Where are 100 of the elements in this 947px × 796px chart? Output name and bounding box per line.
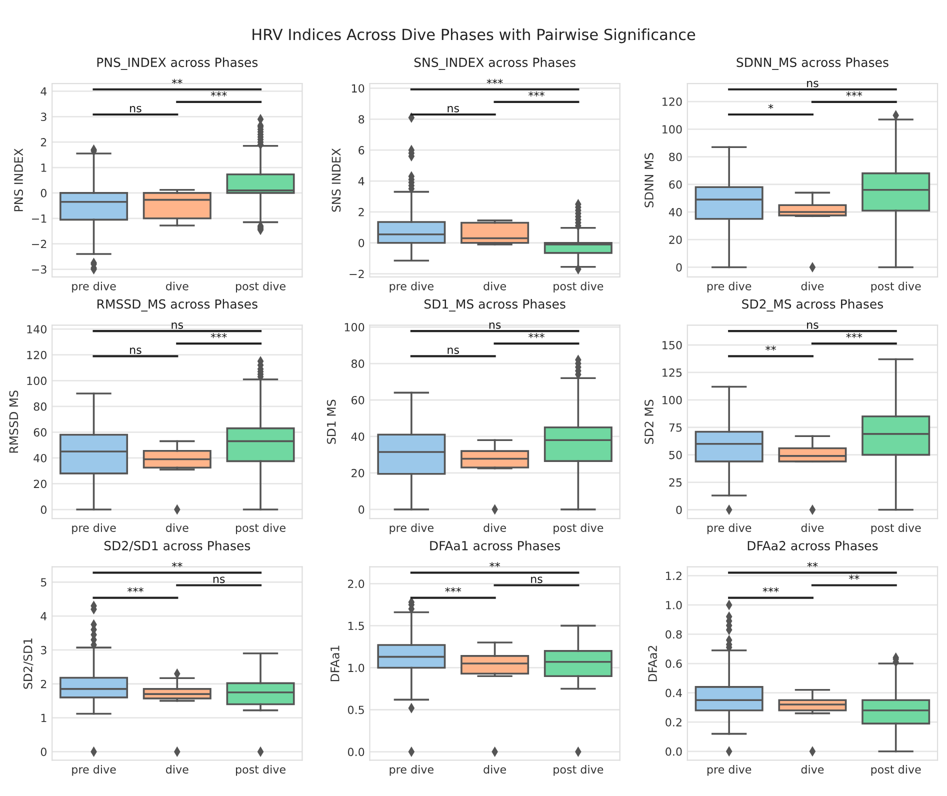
y-axis-title: RMSSD MS <box>9 390 18 453</box>
annotation: *** <box>210 91 227 96</box>
x-tick-label: post dive <box>871 282 921 293</box>
x-tick-label: dive <box>484 765 506 774</box>
y-tick-label: 100 <box>27 376 46 386</box>
y-tick-label: 0.2 <box>666 718 682 726</box>
x-tick-label: post dive <box>871 765 921 776</box>
x-tick-label: pre dive <box>707 282 752 293</box>
y-tick-label: 3 <box>41 646 46 654</box>
y-tick-label: 5 <box>41 578 46 587</box>
annotation: ** <box>807 562 818 568</box>
chart-title: SD2_MS across Phases <box>742 299 884 312</box>
annotation: ** <box>172 562 182 568</box>
y-tick-label: 0 <box>676 506 682 514</box>
y-tick-label: 80 <box>669 152 682 162</box>
x-tick-label: post dive <box>871 523 921 534</box>
annotation: *** <box>127 587 144 592</box>
annotation: ns <box>531 576 542 584</box>
annotation: ** <box>490 562 500 568</box>
x-tick-label: dive <box>801 282 824 290</box>
y-tick-label: 60 <box>352 396 364 404</box>
x-tick-label: pre dive <box>72 282 116 293</box>
annotation: ns <box>807 322 818 329</box>
annotation: *** <box>528 91 544 96</box>
annotation: *** <box>528 333 544 338</box>
annotation: ** <box>766 346 776 351</box>
y-tick-label: 0.5 <box>348 706 364 714</box>
y-tick-label: 1.0 <box>666 600 682 610</box>
annotation: ** <box>848 574 860 580</box>
y-tick-label: −2 <box>350 270 364 278</box>
y-axis-title: SD2/SD1 <box>23 638 34 689</box>
chart-title: SNS_INDEX across Phases <box>414 57 576 70</box>
y-tick-label: 0 <box>40 748 46 756</box>
annotation: ns <box>172 322 184 329</box>
y-tick-label: 75 <box>669 423 682 432</box>
y-tick-label: 60 <box>669 180 682 189</box>
x-tick-label: post dive <box>554 765 604 776</box>
y-tick-label: −1 <box>32 214 46 223</box>
y-tick-label: 1.5 <box>348 622 364 630</box>
chart-title: RMSSD_MS across Phases <box>97 299 258 312</box>
y-tick-label: 100 <box>662 125 682 134</box>
x-tick-label: dive <box>166 523 188 532</box>
x-tick-label: post dive <box>236 523 286 534</box>
y-tick-label: 3 <box>41 112 46 122</box>
annotation: ns <box>448 106 459 112</box>
chart-title: SDNN_MS across Phases <box>736 57 888 70</box>
x-tick-label: dive <box>484 282 506 290</box>
annotation: ns <box>130 106 142 112</box>
y-axis-title: DFAa2 <box>648 646 658 682</box>
annotation: *** <box>846 91 862 96</box>
y-tick-label: 100 <box>344 323 364 332</box>
chart-title: SD2/SD1 across Phases <box>104 540 250 552</box>
y-tick-label: 40 <box>34 454 46 462</box>
y-tick-label: 6 <box>358 146 364 154</box>
annotation: *** <box>210 333 227 338</box>
x-tick-label: pre dive <box>707 523 752 534</box>
annotation: *** <box>445 587 462 592</box>
annotation: * <box>768 104 774 110</box>
y-axis-title: SD1 MS <box>326 400 336 444</box>
x-tick-label: pre dive <box>390 523 434 534</box>
y-tick-label: 0 <box>676 263 682 272</box>
y-tick-label: 2 <box>40 680 46 688</box>
y-tick-label: 0 <box>40 505 46 514</box>
y-axis-title: SD2 MS <box>644 400 654 444</box>
x-tick-label: post dive <box>236 765 286 776</box>
y-tick-label: 80 <box>34 402 46 411</box>
annotation: ns <box>130 348 142 354</box>
annotation: ns <box>489 322 501 329</box>
y-tick-label: −3 <box>32 265 46 274</box>
y-tick-label: 0 <box>358 238 364 248</box>
y-tick-label: 0.0 <box>348 748 364 756</box>
y-tick-label: 80 <box>352 359 364 368</box>
x-tick-label: pre dive <box>707 765 752 776</box>
y-tick-label: 4 <box>40 612 47 620</box>
y-tick-label: 140 <box>27 325 46 334</box>
chart-title: DFAa1 across Phases <box>430 540 560 550</box>
y-tick-label: 120 <box>662 98 682 106</box>
y-tick-label: 0.0 <box>666 747 682 756</box>
y-axis-title: DFAa1 <box>330 646 340 682</box>
y-tick-label: 60 <box>34 428 46 437</box>
y-tick-label: 2.0 <box>348 580 364 588</box>
y-tick-label: 8 <box>358 115 364 124</box>
y-tick-label: 0 <box>40 188 46 198</box>
y-tick-label: 0.6 <box>666 660 682 668</box>
y-axis-title: SNS INDEX <box>332 148 341 212</box>
y-tick-label: 125 <box>662 368 682 377</box>
y-tick-label: 1.2 <box>666 572 682 580</box>
x-tick-label: dive <box>801 765 824 774</box>
y-tick-label: 4 <box>40 87 47 96</box>
annotation: *** <box>486 78 503 84</box>
y-tick-label: 25 <box>669 478 682 487</box>
y-tick-label: 0 <box>358 505 364 514</box>
y-tick-label: −2 <box>32 240 46 248</box>
text: HRV Indices Across Dive Phases with Pairwise Significance <box>252 28 696 44</box>
y-tick-label: 40 <box>351 432 364 441</box>
x-tick-label: post dive <box>554 523 604 534</box>
y-tick-label: 40 <box>668 208 682 216</box>
x-tick-label: post dive <box>236 282 286 293</box>
y-tick-label: 20 <box>34 480 46 488</box>
x-tick-label: dive <box>801 523 824 532</box>
